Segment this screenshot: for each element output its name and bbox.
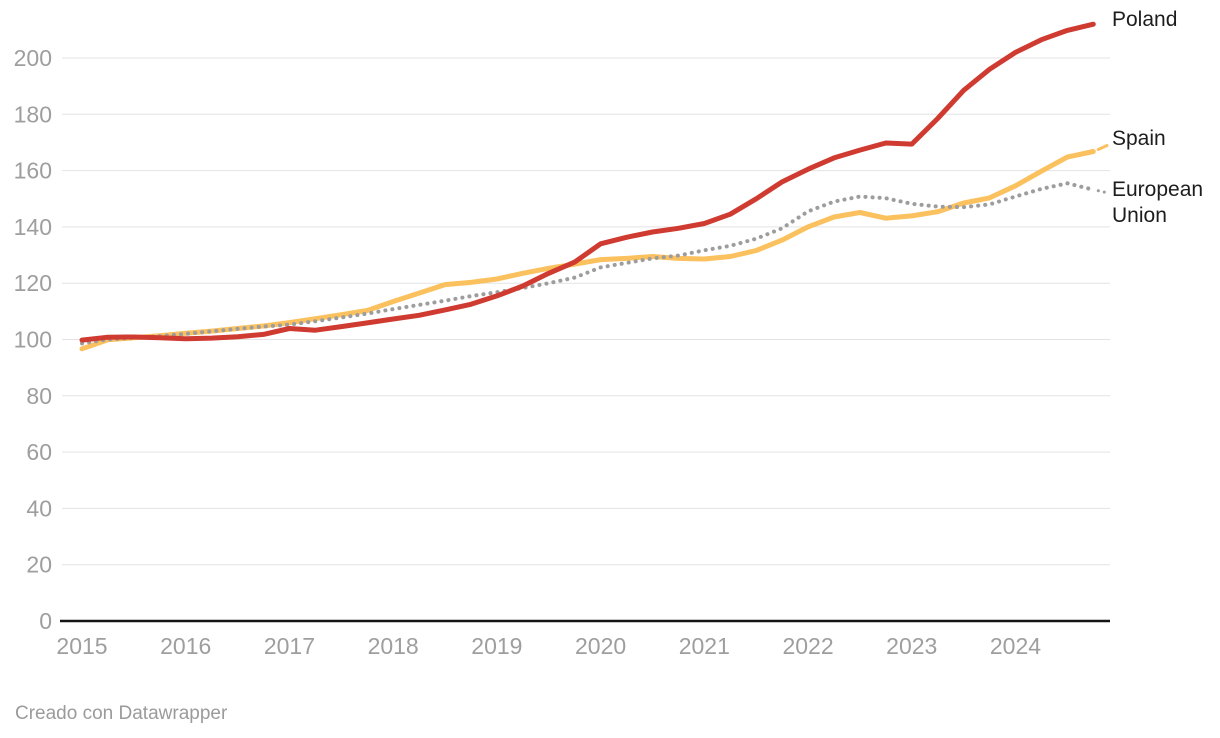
x-tick-label-2017: 2017 <box>264 633 315 659</box>
x-tick-label-2016: 2016 <box>160 633 211 659</box>
x-tick-label-2023: 2023 <box>886 633 937 659</box>
y-tick-label-180: 180 <box>14 101 52 127</box>
series-label-spain: Spain <box>1112 127 1166 150</box>
y-tick-label-160: 160 <box>14 158 52 184</box>
y-tick-label-40: 40 <box>26 495 52 521</box>
x-tick-label-2020: 2020 <box>575 633 626 659</box>
x-tick-label-2022: 2022 <box>782 633 833 659</box>
y-tick-label-120: 120 <box>14 270 52 296</box>
series-label-european-union: European Union <box>1112 178 1204 228</box>
x-tick-label-2024: 2024 <box>990 633 1041 659</box>
y-tick-label-100: 100 <box>14 327 52 353</box>
y-tick-label-60: 60 <box>26 439 52 465</box>
datawrapper-credit-link[interactable]: Creado con Datawrapper <box>15 703 228 724</box>
series-label-poland: Poland <box>1112 8 1178 31</box>
x-tick-label-2015: 2015 <box>56 633 107 659</box>
y-tick-label-140: 140 <box>14 214 52 240</box>
y-tick-label-80: 80 <box>26 383 52 409</box>
european-union-label-connector <box>1096 189 1109 195</box>
y-tick-label-200: 200 <box>14 45 52 71</box>
y-tick-label-0: 0 <box>39 608 52 634</box>
line-european-union[interactable] <box>80 181 1096 346</box>
x-tick-label-2018: 2018 <box>368 633 419 659</box>
x-tick-label-2019: 2019 <box>471 633 522 659</box>
spain-label-connector <box>1096 143 1109 151</box>
line-poland[interactable] <box>79 21 1096 343</box>
x-tick-label-2021: 2021 <box>679 633 730 659</box>
y-tick-label-20: 20 <box>26 552 52 578</box>
